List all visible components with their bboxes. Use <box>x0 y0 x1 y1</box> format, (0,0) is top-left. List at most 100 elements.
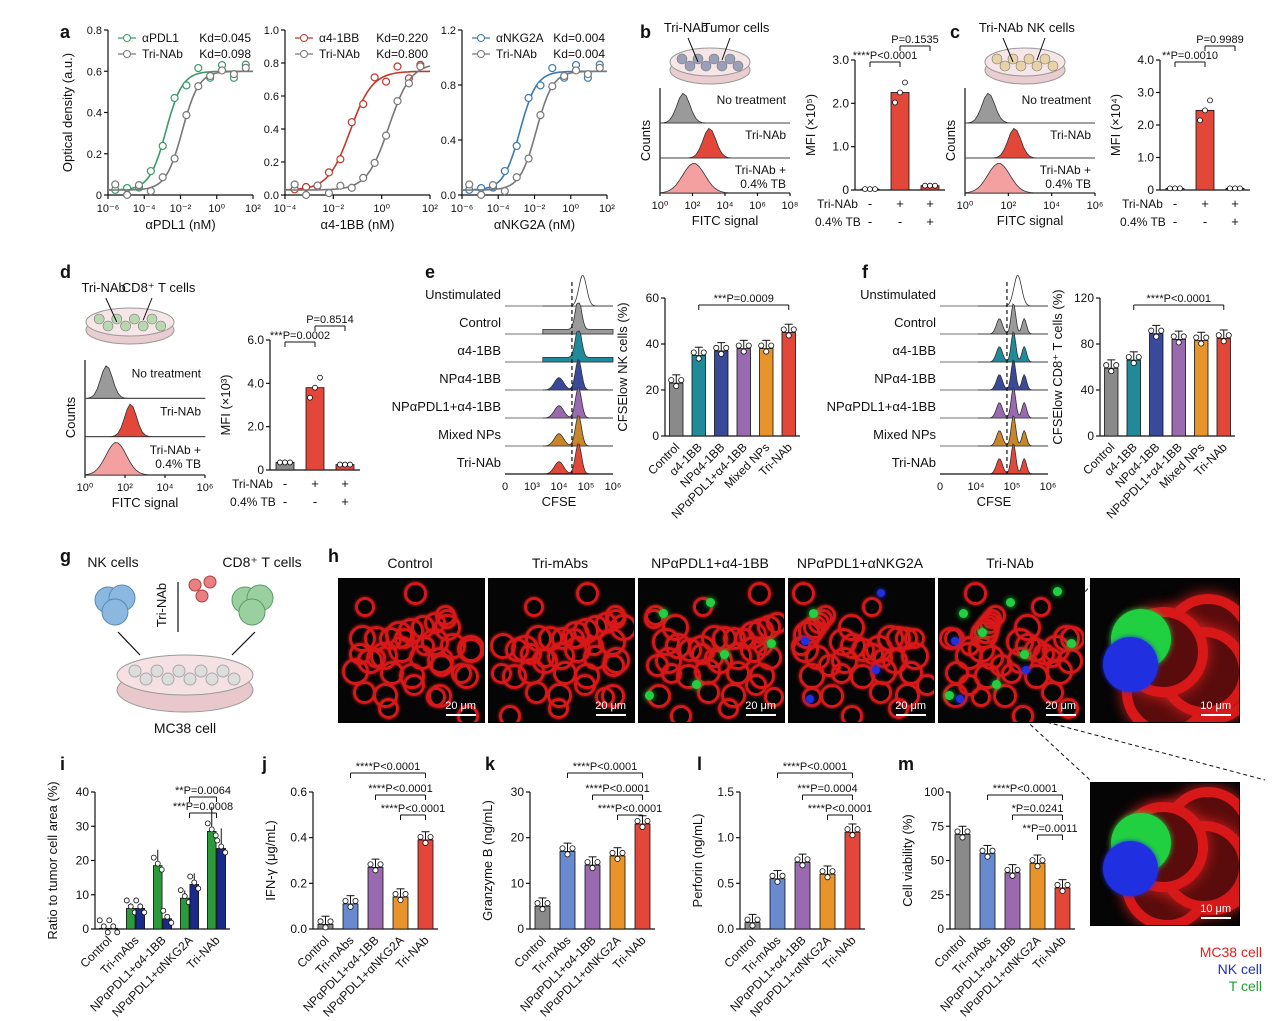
histogram-label: Tri-NAb <box>745 128 786 142</box>
data-point <box>381 77 391 86</box>
fit-curve <box>108 70 253 191</box>
tick-label: 1.0 <box>264 25 279 37</box>
data-point <box>158 173 167 182</box>
data-point <box>1167 185 1173 192</box>
bar <box>714 350 729 437</box>
cell <box>129 313 140 325</box>
tick-label: 0 <box>257 463 264 477</box>
y-axis-label: Granzyme B (ng/mL) <box>480 800 495 921</box>
data-point <box>799 862 806 869</box>
data-point <box>1175 339 1182 346</box>
tick-label: 20 <box>76 854 90 868</box>
data-point <box>347 118 356 127</box>
data-point <box>217 66 227 75</box>
histogram-label: 0.4% TB <box>155 457 201 471</box>
tick-label: 0 <box>502 481 508 493</box>
legend-kd: Kd=0.004 <box>553 47 605 61</box>
condition-sign: - <box>283 476 287 491</box>
scale-bar-label: 10 μm <box>1200 700 1231 712</box>
data-point <box>404 79 414 88</box>
t-cell <box>645 691 654 700</box>
cell <box>684 60 696 72</box>
bar <box>759 348 774 437</box>
nk-cell-icon <box>101 598 129 626</box>
tick-label: 10⁻² <box>524 203 546 215</box>
data-point <box>779 872 786 879</box>
data-point <box>849 832 856 839</box>
mc38-cell <box>553 661 577 685</box>
scale-bar-line <box>1200 917 1231 919</box>
data-point <box>614 855 621 862</box>
legend-kd: Kd=0.045 <box>199 31 251 45</box>
data-point <box>204 820 211 827</box>
data-point <box>160 907 167 914</box>
data-point <box>867 186 873 193</box>
mc38-cell <box>194 664 208 678</box>
tick-label: 10² <box>599 203 615 215</box>
data-point <box>214 837 221 844</box>
condition-sign: - <box>1173 196 1177 211</box>
tick-label: 10⁸ <box>782 200 799 212</box>
fit-curve <box>108 70 253 191</box>
p-value: P=0.9989 <box>1196 34 1243 46</box>
t-cell <box>706 598 715 607</box>
mc38-cell <box>1060 626 1084 651</box>
data-point <box>548 82 557 91</box>
data-point <box>690 349 697 356</box>
fit-curve <box>462 70 607 191</box>
cell <box>1047 60 1059 72</box>
data-point <box>133 897 140 904</box>
histogram <box>84 442 205 476</box>
tick-label: 10³ <box>524 481 540 493</box>
scale-bar: 20 μm <box>1045 700 1076 716</box>
tick-label: 0.4 <box>290 831 307 845</box>
nk-cell <box>872 666 880 674</box>
panel-label: g <box>60 546 71 566</box>
t-cell <box>959 609 968 618</box>
data-point <box>1237 185 1243 192</box>
cell <box>120 320 131 332</box>
p-value: P=0.1535 <box>891 34 938 46</box>
condition-sign: - <box>868 214 872 229</box>
tick-label: 10⁰ <box>652 200 669 212</box>
histogram <box>964 163 1095 194</box>
t-cell <box>1006 598 1015 607</box>
histogram <box>542 443 613 475</box>
data-point <box>1064 881 1071 888</box>
scale-bar-label: 10 μm <box>1200 903 1231 915</box>
data-point <box>892 99 898 106</box>
tick-label: 0.8 <box>87 25 102 37</box>
y-axis-label: Perforin (ng/mL) <box>690 814 705 908</box>
x-axis-label: αPDL1 (nM) <box>145 217 215 232</box>
x-axis-label: CFSE <box>542 494 577 509</box>
y-axis-label: CFSElow NK cells (%) <box>615 302 630 431</box>
zoom-line <box>1019 714 1091 781</box>
mc38-cell <box>958 674 980 696</box>
t-cell <box>1053 587 1062 596</box>
histogram-label: Tri-NAb + <box>150 443 201 457</box>
panel-label: a <box>60 22 71 42</box>
data-point <box>168 919 175 926</box>
data-point <box>1153 333 1160 340</box>
tick-label: 10⁻⁶ <box>451 203 474 215</box>
data-point <box>560 71 569 81</box>
data-point <box>634 817 641 824</box>
dish-label: Tri-NAb <box>979 20 1023 35</box>
mc38-cell <box>820 684 844 708</box>
nanoparticle-icon <box>188 578 202 592</box>
scale-bar-line <box>445 714 476 716</box>
scale-bar: 20 μm <box>595 700 626 716</box>
panel-label: f <box>862 262 869 282</box>
row-label: Tri-NAb <box>232 477 273 491</box>
p-value: ****P<0.0001 <box>585 783 650 795</box>
cell-type-label: NK cells <box>87 554 138 570</box>
histogram <box>542 415 613 447</box>
data-point <box>397 897 404 904</box>
condition-sign: + <box>926 196 934 211</box>
mc38-cell <box>1042 648 1062 668</box>
tick-label: 10⁻⁶ <box>97 203 120 215</box>
tick-label: 10⁶ <box>749 200 766 212</box>
mc38-cell <box>524 597 544 617</box>
y-axis-label: Ratio to tumor cell area (%) <box>45 781 60 939</box>
tick-label: 0 <box>82 922 89 936</box>
